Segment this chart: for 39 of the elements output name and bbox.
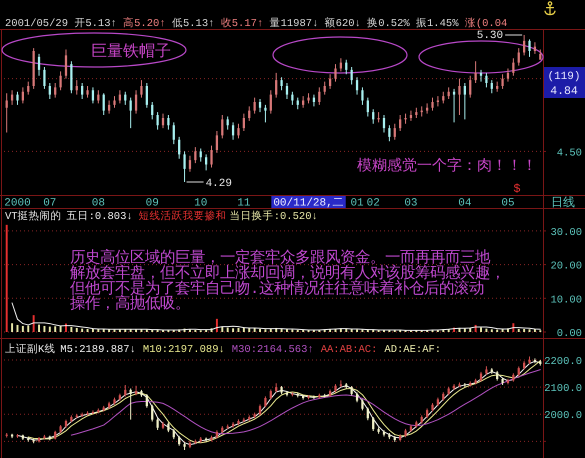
ref-line-label: 4.50 [556,147,582,160]
text: 2001/05/29 开5.13↑ 高5.20↑ 低5.13↑ 收5.17↑ 量11987↓ 额620↓ 换0.52% 振1.45% 涨(0.04 [5,18,508,30]
x-tick-label: 11 [237,198,251,210]
text: M5:2189.887↓ [60,344,136,356]
x-tick-label: 03 [404,198,418,210]
x-tick-label: 02 [366,198,380,210]
y-tick-label: 2000.0 [544,410,582,422]
x-tick-label: 08 [92,198,105,210]
annotation: 巨量铁帽子 [91,43,171,61]
text: 日线 [551,196,575,210]
y-tick-label: 20.00 [550,260,582,273]
y-tick-label: 2200.0 [544,356,582,368]
chart-title: VT挺热闹的 [5,210,62,223]
annotation: 历史高位区域的巨量，一定套牢众多跟风资金。一而再再而三地解放套牢盘，但不立即上涨却回调，说明有人对该股筹码感兴趣，但他可不是为了套牢自己吻.这种情况往往意味着补仓后的滚动操作，高抛低吸。 [70,249,505,314]
x-tick-label: 05 [501,198,515,210]
text: 4.84 [550,85,578,98]
y-tick-label: 10.00 [550,294,582,306]
chart-title: 上证副K线 [5,342,56,356]
y-tick-label: 30.00 [550,226,582,239]
x-tick-label: 01 [350,198,364,210]
text: M30:2164.563↑ [232,344,314,356]
text: 五日:0.803↓ [66,210,133,223]
annotation: AD:AE:AF: [384,344,442,356]
x-tick-label: 09 [146,198,159,210]
annotation: 模糊感觉一个字：肉！！！ [357,157,537,175]
x-tick-label: 04 [458,198,472,210]
y-tick-label: 2100.0 [544,383,582,396]
annotation: 5.30 [476,30,504,42]
text: 当日换手:0.520↓ [230,209,318,223]
text: M10:2197.089↓ [142,344,225,356]
annotation: 4.29 [206,178,232,190]
annotation: $ [513,182,521,196]
annotation: AA:AB:AC: [320,344,378,356]
x-tick-label: 07 [43,198,56,210]
text: 短线活跃我要掺和 [138,209,227,223]
y-tick-label: 0.00 [556,328,582,340]
text: (119) [547,71,581,83]
x-tick-label: 10 [194,198,208,210]
x-tick-label: 2000 [4,198,31,210]
